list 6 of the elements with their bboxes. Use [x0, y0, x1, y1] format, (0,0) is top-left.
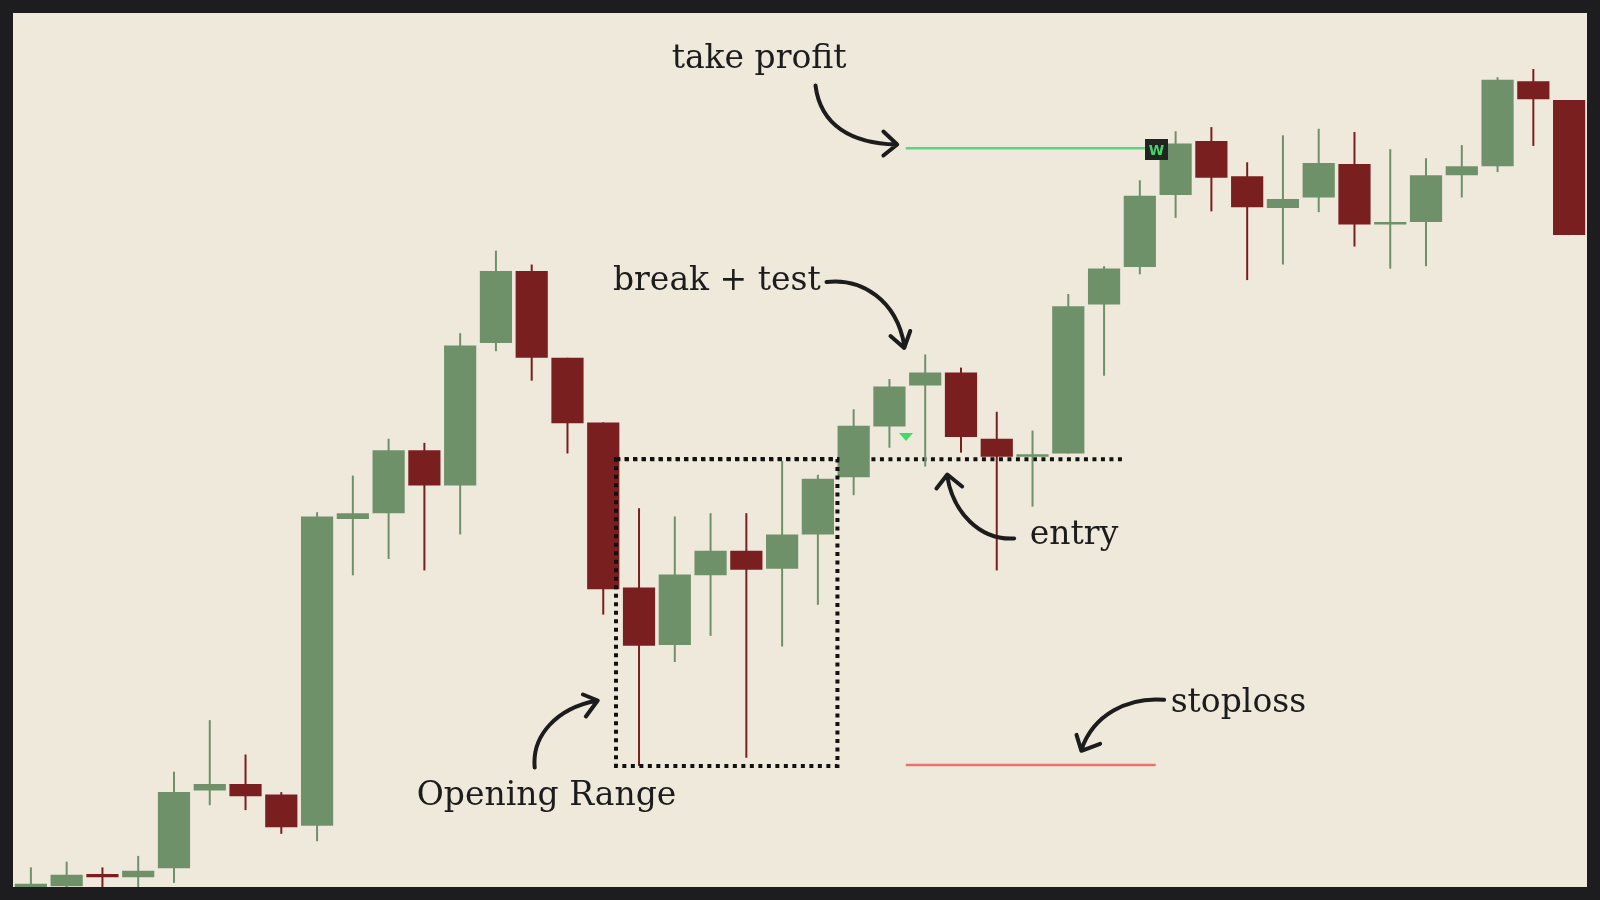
ref-line-label: stoploss — [1170, 681, 1307, 720]
annotation: break + test — [612, 259, 821, 298]
ref-line-label: entry — [1029, 513, 1119, 552]
annotation: take profit — [671, 37, 847, 76]
annotation: Opening Range — [416, 774, 677, 813]
letter-badge: W — [1144, 139, 1168, 160]
